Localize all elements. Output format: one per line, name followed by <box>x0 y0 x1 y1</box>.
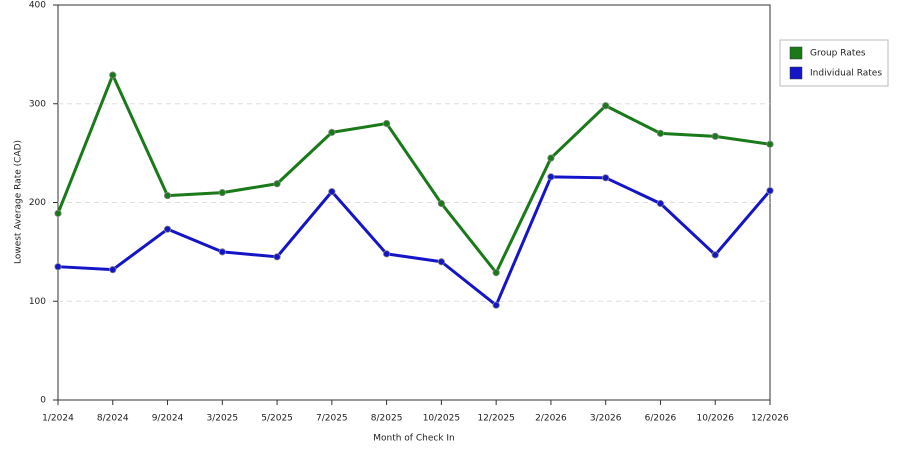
data-point <box>273 253 281 261</box>
data-point <box>383 250 391 258</box>
data-point <box>547 173 555 181</box>
data-point <box>328 188 336 196</box>
x-tick-label: 12/2025 <box>477 414 514 424</box>
y-tick-label: 300 <box>29 99 46 109</box>
y-tick-label: 100 <box>29 297 46 307</box>
legend-swatch <box>789 46 803 60</box>
data-point <box>656 199 665 208</box>
data-point <box>766 187 774 195</box>
data-point <box>54 209 62 217</box>
data-point <box>711 132 719 140</box>
y-tick-label: 400 <box>29 1 46 11</box>
data-point <box>602 174 610 182</box>
x-tick-label: 12/2026 <box>751 414 789 424</box>
x-tick-label: 7/2025 <box>316 414 348 424</box>
data-point <box>273 180 281 188</box>
data-point <box>547 154 555 162</box>
data-point <box>711 251 719 259</box>
x-tick-label: 2/2026 <box>535 414 567 424</box>
x-tick-label: 5/2025 <box>261 414 293 424</box>
data-point <box>109 266 117 274</box>
legend-swatch <box>789 66 803 80</box>
data-point <box>602 102 610 110</box>
x-tick-label: 10/2025 <box>423 414 460 424</box>
series-line <box>56 73 771 275</box>
data-point <box>437 258 445 266</box>
data-point <box>766 140 774 148</box>
x-axis-label: Month of Check In <box>373 434 455 444</box>
data-point <box>656 129 665 137</box>
legend-label: Individual Rates <box>810 69 882 79</box>
data-point <box>54 263 62 271</box>
data-point <box>328 128 336 136</box>
data-point <box>109 71 117 79</box>
y-tick-label: 0 <box>40 396 46 406</box>
data-point <box>218 248 226 256</box>
data-point <box>163 191 172 200</box>
x-tick-label: 3/2025 <box>206 414 238 424</box>
x-tick-label: 8/2024 <box>97 414 129 424</box>
data-point <box>218 189 226 197</box>
y-tick-label: 200 <box>29 198 46 208</box>
data-point <box>383 119 391 128</box>
y-axis-label: Lowest Average Rate (CAD) <box>14 140 24 264</box>
x-tick-label: 6/2026 <box>645 414 677 424</box>
x-tick-label: 3/2026 <box>590 414 622 424</box>
legend-label: Group Rates <box>810 49 866 59</box>
data-point <box>437 199 445 208</box>
x-tick-label: 10/2026 <box>697 414 735 424</box>
data-point <box>492 269 500 277</box>
series-line <box>57 175 772 307</box>
x-tick-label: 8/2025 <box>371 414 403 424</box>
x-tick-label: 9/2024 <box>152 414 184 424</box>
data-point <box>163 225 172 233</box>
x-tick-label: 1/2024 <box>42 414 74 424</box>
data-point <box>492 301 500 309</box>
